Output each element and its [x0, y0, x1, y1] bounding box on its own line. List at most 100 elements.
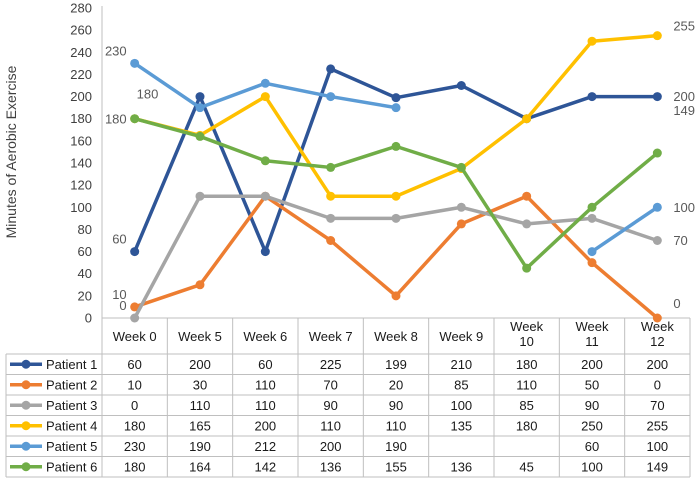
table-header-category: Week 9: [439, 329, 483, 344]
data-label-first: 230: [105, 43, 127, 58]
table-cell-value: 85: [454, 377, 468, 392]
data-point: [587, 213, 597, 223]
data-point: [587, 202, 597, 212]
legend-key-marker: [21, 359, 31, 369]
data-point: [130, 247, 140, 257]
data-label-first: 10: [112, 287, 126, 302]
table-cell-value: 110: [255, 398, 276, 413]
data-point: [522, 219, 532, 229]
table-cell-value: 180: [516, 418, 538, 433]
table-cell-value: 20: [389, 377, 403, 392]
data-point: [522, 263, 532, 273]
table-cell-value: 110: [320, 418, 341, 433]
data-point: [195, 191, 205, 201]
legend-series-name: Patient 1: [46, 357, 97, 372]
y-tick-label: 260: [70, 23, 92, 38]
table-header-category: 12: [650, 334, 664, 349]
legend-series-name: Patient 5: [46, 439, 97, 454]
data-point: [391, 291, 401, 301]
y-tick-label: 160: [70, 133, 92, 148]
table-cell-value: 110: [386, 418, 407, 433]
data-point: [652, 236, 662, 245]
data-point: [587, 36, 597, 46]
data-point: [195, 131, 205, 141]
table-cell-value: 110: [255, 377, 276, 392]
table-cell-value: 110: [516, 377, 537, 392]
table-cell-value: 100: [450, 398, 472, 413]
y-tick-label: 220: [70, 67, 92, 82]
data-point: [522, 114, 532, 124]
table-cell-value: 142: [254, 459, 276, 474]
table-header-category: Week: [510, 319, 543, 334]
y-tick-label: 240: [70, 45, 92, 60]
table-cell-value: 60: [127, 357, 141, 372]
table-cell-value: 200: [646, 357, 668, 372]
table-header-category: Week: [641, 319, 674, 334]
table-cell-value: 100: [581, 459, 603, 474]
table-cell-value: 200: [320, 439, 342, 454]
data-label-last: 0: [673, 296, 680, 311]
data-point: [652, 92, 662, 102]
table-cell-value: 230: [124, 439, 146, 454]
y-tick-label: 100: [70, 200, 92, 215]
legend-series-name: Patient 6: [46, 459, 97, 474]
table-header-category: Week 8: [374, 329, 418, 344]
table-cell-value: 180: [124, 418, 146, 433]
legend-key-marker: [21, 421, 31, 431]
legend-series-name: Patient 3: [46, 398, 97, 413]
y-tick-label: 200: [70, 89, 92, 104]
table-cell-value: 200: [254, 418, 276, 433]
data-point: [260, 191, 270, 201]
data-point: [522, 191, 532, 201]
table-cell-value: 255: [646, 418, 668, 433]
table-cell-value: 70: [650, 398, 664, 413]
data-point: [652, 31, 662, 41]
y-axis-label: Minutes of Aerobic Exercise: [3, 65, 19, 238]
table-cell-value: 180: [516, 357, 538, 372]
data-point: [652, 148, 662, 158]
table-cell-value: 210: [450, 357, 472, 372]
data-point: [326, 162, 336, 172]
data-point: [391, 103, 401, 113]
data-point: [130, 302, 140, 312]
table-cell-value: 85: [519, 398, 533, 413]
table-cell-value: 199: [385, 357, 407, 372]
data-point: [391, 213, 401, 223]
data-point: [456, 219, 466, 229]
legend-key-marker: [21, 380, 31, 390]
data-point: [391, 93, 401, 103]
table-cell-value: 90: [323, 398, 337, 413]
table-cell-value: 180: [124, 459, 146, 474]
data-point: [391, 191, 401, 201]
data-point: [260, 247, 270, 257]
data-point: [260, 78, 270, 88]
series-line: [590, 205, 660, 254]
y-tick-label: 180: [70, 111, 92, 126]
legend-series-name: Patient 4: [46, 418, 97, 433]
table-cell-value: 50: [585, 377, 599, 392]
series-line: [132, 33, 660, 198]
legend-series-name: Patient 2: [46, 377, 97, 392]
table-header-category: Week 0: [113, 329, 157, 344]
data-point: [587, 92, 597, 102]
table-cell-value: 164: [189, 459, 211, 474]
y-tick-label: 280: [70, 1, 92, 16]
table-cell-value: 200: [189, 357, 211, 372]
table-cell-value: 30: [193, 377, 207, 392]
legend-key-marker: [21, 462, 31, 472]
table-cell-value: 149: [646, 459, 668, 474]
data-point: [326, 92, 336, 102]
table-cell-value: 90: [389, 398, 403, 413]
data-point: [260, 92, 270, 102]
table-cell-value: 190: [385, 439, 407, 454]
data-point: [326, 191, 336, 201]
data-point: [652, 313, 662, 323]
data-point: [260, 156, 270, 166]
data-label-last: 100: [673, 200, 695, 215]
y-tick-label: 140: [70, 156, 92, 171]
data-point: [587, 247, 597, 257]
table-cell-value: 0: [131, 398, 138, 413]
y-tick-label: 80: [78, 222, 92, 237]
table-cell-value: 110: [190, 398, 211, 413]
data-point: [195, 103, 205, 113]
